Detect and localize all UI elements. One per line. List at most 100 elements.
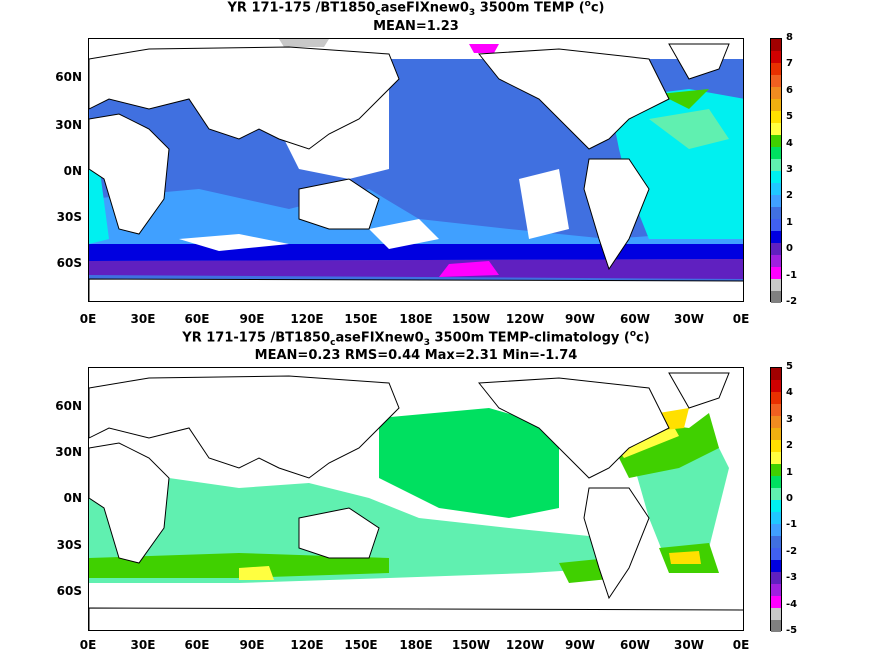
colorbar-tick-label: 2 (786, 190, 793, 202)
colorbar-swatch (771, 380, 781, 392)
lat-label-30s: 30S (56, 210, 82, 224)
colorbar-swatch (771, 512, 781, 524)
colorbar-tick-label: -2 (786, 545, 798, 557)
colorbar-swatch (771, 416, 781, 428)
panel2-map (88, 367, 744, 631)
colorbar-swatch (771, 476, 781, 488)
colorbar-swatch (771, 159, 781, 171)
lon-label: 60E (184, 638, 210, 652)
lon-label: 150E (344, 638, 378, 652)
colorbar-swatch (771, 123, 781, 135)
panel1-colorbar (770, 38, 782, 303)
colorbar-swatch (771, 111, 781, 123)
panel1-field (89, 39, 743, 301)
colorbar-swatch (771, 596, 781, 608)
colorbar-tick-label: 8 (786, 32, 793, 43)
colorbar-swatch (771, 171, 781, 183)
panel2-field (89, 368, 743, 630)
lon-label: 0E (79, 638, 97, 652)
colorbar-swatch (771, 464, 781, 476)
colorbar-tick-label: -3 (786, 572, 798, 584)
colorbar-swatch (771, 500, 781, 512)
panel1-map (88, 38, 744, 302)
colorbar-tick-label: 5 (786, 111, 793, 123)
colorbar-swatch (771, 428, 781, 440)
colorbar-tick-label: 3 (786, 164, 793, 175)
colorbar-tick-label: 1 (786, 466, 793, 478)
panel2-stats: MEAN=0.23 RMS=0.44 Max=2.31 Min=-1.74 (254, 348, 578, 363)
colorbar-swatch (771, 231, 781, 243)
colorbar-swatch (771, 548, 781, 560)
colorbar-tick-label: 6 (786, 84, 793, 96)
lon-label: 30W (674, 312, 704, 326)
colorbar-swatch (771, 608, 781, 620)
panel2-title: YR 171-175 /BT1850caseFIXnew03 3500m TEM… (182, 329, 650, 348)
colorbar-swatch (771, 99, 781, 111)
lat-label-0n: 0N (63, 164, 82, 178)
colorbar-tick-label: 5 (786, 361, 793, 372)
colorbar-tick-label: 4 (786, 387, 793, 399)
lat-label-30n: 30N (55, 118, 82, 132)
colorbar-tick-label: 0 (786, 493, 793, 504)
lon-label: 120E (290, 638, 324, 652)
lon-label: 120W (505, 312, 545, 326)
lon-label: 30W (674, 638, 704, 652)
lat-label-0n: 0N (63, 491, 82, 505)
lon-label: 0E (732, 312, 750, 326)
lon-label: 90E (239, 638, 265, 652)
lat-label-60n: 60N (55, 70, 82, 84)
lat-label-60s: 60S (56, 256, 82, 270)
lon-label: 150E (344, 312, 378, 326)
colorbar-tick-label: 3 (786, 413, 793, 425)
colorbar-swatch (771, 39, 781, 51)
colorbar-tick-label: -2 (786, 296, 798, 307)
colorbar-swatch (771, 267, 781, 279)
colorbar-swatch (771, 536, 781, 548)
lon-label: 150W (451, 638, 491, 652)
panel1-stats: MEAN=1.23 (373, 19, 459, 34)
colorbar-swatch (771, 368, 781, 380)
colorbar-tick-label: 1 (786, 216, 793, 228)
lon-label: 120W (505, 638, 545, 652)
lon-label: 120E (290, 312, 324, 326)
colorbar-swatch (771, 291, 781, 303)
lon-label: 180E (399, 312, 433, 326)
lon-label: 90W (565, 312, 595, 326)
colorbar-tick-label: 2 (786, 440, 793, 452)
colorbar-tick-label: -5 (786, 625, 798, 636)
colorbar-swatch (771, 392, 781, 404)
colorbar-tick-label: -1 (786, 519, 798, 531)
lat-label-30n: 30N (55, 445, 82, 459)
lon-label: 150W (451, 312, 491, 326)
colorbar-swatch (771, 51, 781, 63)
colorbar-swatch (771, 524, 781, 536)
colorbar-swatch (771, 620, 781, 632)
colorbar-swatch (771, 584, 781, 596)
lon-label: 90E (239, 312, 265, 326)
colorbar-swatch (771, 183, 781, 195)
lon-label: 0E (732, 638, 750, 652)
colorbar-swatch (771, 572, 781, 584)
colorbar-swatch (771, 404, 781, 416)
colorbar-tick-label: -4 (786, 598, 798, 610)
panel1-title: YR 171-175 /BT1850caseFIXnew03 3500m TEM… (227, 0, 605, 18)
colorbar-tick-label: 7 (786, 58, 793, 70)
lon-label: 30E (130, 312, 156, 326)
colorbar-swatch (771, 560, 781, 572)
lon-label: 60W (620, 312, 650, 326)
colorbar-swatch (771, 147, 781, 159)
lon-label: 60E (184, 312, 210, 326)
lat-label-60n: 60N (55, 399, 82, 413)
lon-label: 60W (620, 638, 650, 652)
colorbar-swatch (771, 135, 781, 147)
lon-label: 30E (130, 638, 156, 652)
colorbar-swatch (771, 219, 781, 231)
colorbar-swatch (771, 63, 781, 75)
panel2-colorbar (770, 367, 782, 632)
colorbar-swatch (771, 195, 781, 207)
colorbar-tick-label: 4 (786, 137, 793, 149)
lat-label-60s: 60S (56, 584, 82, 598)
colorbar-swatch (771, 207, 781, 219)
colorbar-swatch (771, 279, 781, 291)
colorbar-swatch (771, 75, 781, 87)
